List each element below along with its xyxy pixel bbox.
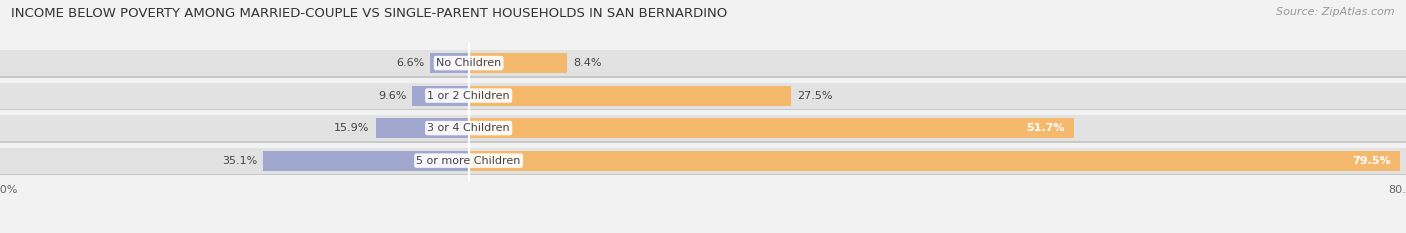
Bar <box>0 82 1406 109</box>
Bar <box>412 86 468 106</box>
Text: INCOME BELOW POVERTY AMONG MARRIED-COUPLE VS SINGLE-PARENT HOUSEHOLDS IN SAN BER: INCOME BELOW POVERTY AMONG MARRIED-COUPL… <box>11 7 727 20</box>
Text: No Children: No Children <box>436 58 502 68</box>
Text: 79.5%: 79.5% <box>1353 156 1391 166</box>
Bar <box>263 151 468 171</box>
Legend: Married Couples, Single Parents: Married Couples, Single Parents <box>575 230 831 233</box>
Bar <box>0 50 1406 78</box>
Text: 3 or 4 Children: 3 or 4 Children <box>427 123 510 133</box>
Text: 1 or 2 Children: 1 or 2 Children <box>427 91 510 101</box>
Text: 27.5%: 27.5% <box>797 91 832 101</box>
Text: 6.6%: 6.6% <box>396 58 425 68</box>
Bar <box>468 118 1074 138</box>
Bar <box>0 83 1406 110</box>
Bar <box>468 86 790 106</box>
Bar <box>0 147 1406 174</box>
Bar <box>375 118 468 138</box>
Text: 51.7%: 51.7% <box>1026 123 1066 133</box>
Bar <box>0 115 1406 141</box>
Text: Source: ZipAtlas.com: Source: ZipAtlas.com <box>1277 7 1395 17</box>
Bar <box>468 53 567 73</box>
Bar <box>430 53 468 73</box>
Text: 15.9%: 15.9% <box>335 123 370 133</box>
Text: 9.6%: 9.6% <box>378 91 406 101</box>
Text: 8.4%: 8.4% <box>574 58 602 68</box>
Bar <box>468 151 1400 171</box>
Bar <box>0 115 1406 143</box>
Text: 35.1%: 35.1% <box>222 156 257 166</box>
Text: 5 or more Children: 5 or more Children <box>416 156 520 166</box>
Bar <box>0 148 1406 175</box>
Bar <box>0 50 1406 76</box>
